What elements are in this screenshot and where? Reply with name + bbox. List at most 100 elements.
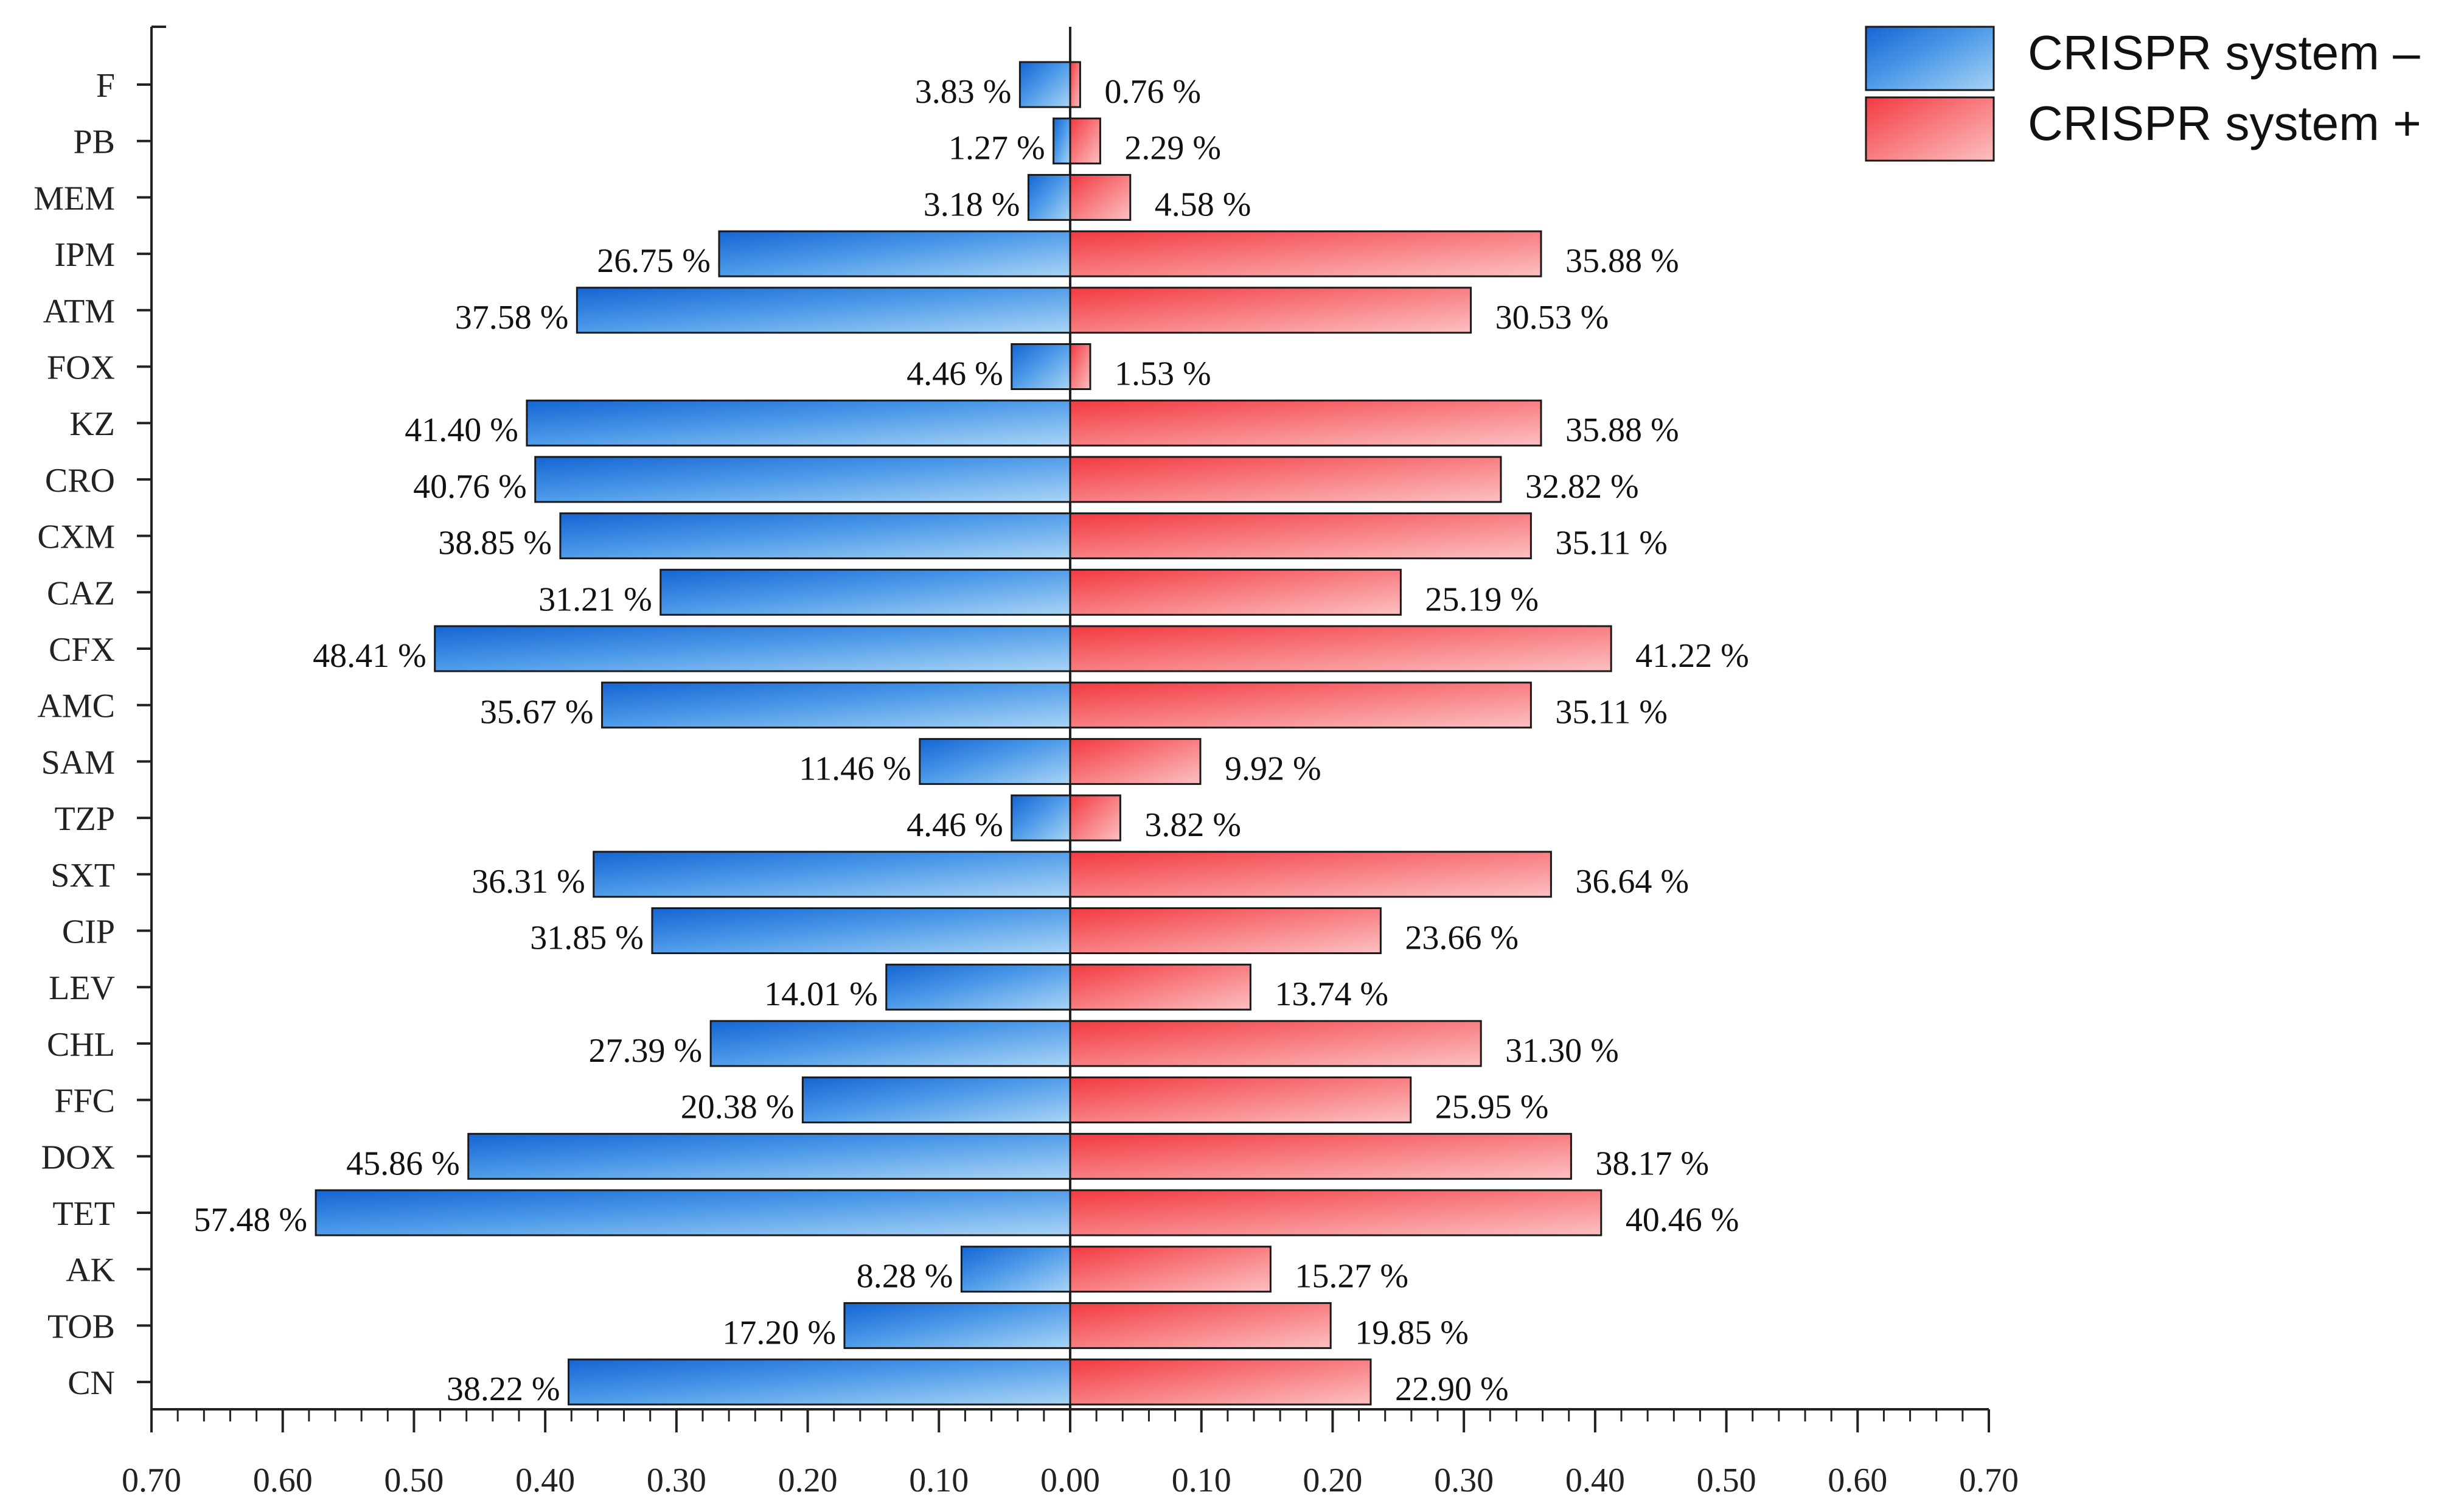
data-label-crispr-plus: 19.85 %: [1355, 1314, 1469, 1351]
category-label: AK: [66, 1252, 115, 1289]
data-label-crispr-plus: 1.53 %: [1115, 355, 1211, 393]
bar-crispr-plus: [1069, 61, 1081, 108]
bar-crispr-minus: [601, 682, 1071, 729]
data-label-crispr-plus: 35.88 %: [1565, 411, 1679, 449]
category-label: CAZ: [47, 574, 115, 612]
data-label-crispr-plus: 41.22 %: [1635, 637, 1749, 675]
bar-crispr-minus: [1011, 794, 1071, 842]
bar-crispr-minus: [919, 738, 1071, 785]
category-label: AMC: [37, 688, 115, 725]
bar-crispr-plus: [1069, 682, 1532, 729]
category-label: F: [96, 67, 115, 105]
data-label-crispr-plus: 40.46 %: [1626, 1201, 1739, 1239]
data-label-crispr-plus: 4.58 %: [1155, 186, 1251, 223]
category-label: TZP: [54, 800, 115, 838]
data-label-crispr-minus: 3.83 %: [915, 73, 1012, 111]
bar-crispr-minus: [467, 1132, 1071, 1180]
category-label: DOX: [41, 1139, 115, 1176]
bar-crispr-minus: [960, 1246, 1071, 1293]
data-label-crispr-plus: 36.64 %: [1575, 863, 1689, 901]
bar-crispr-minus: [885, 963, 1071, 1011]
bar-crispr-minus: [315, 1189, 1071, 1236]
x-tick-label: 0.70: [1959, 1462, 2019, 1499]
category-label: CIP: [62, 913, 115, 951]
bar-crispr-plus: [1069, 963, 1251, 1011]
bar-crispr-minus: [576, 287, 1071, 334]
x-tick-label: 0.30: [647, 1462, 706, 1499]
x-tick-label: 0.60: [1828, 1462, 1887, 1499]
category-label: SXT: [50, 857, 115, 894]
data-label-crispr-plus: 22.90 %: [1395, 1370, 1509, 1408]
data-label-crispr-minus: 1.27 %: [948, 130, 1045, 167]
data-label-crispr-plus: 23.66 %: [1405, 919, 1519, 957]
bar-crispr-plus: [1069, 738, 1202, 785]
category-label: ATM: [43, 293, 115, 330]
category-label: CFX: [49, 631, 115, 669]
bar-crispr-plus: [1069, 512, 1532, 560]
data-label-crispr-minus: 31.85 %: [530, 919, 644, 957]
bar-crispr-minus: [718, 230, 1071, 277]
x-tick-label: 0.30: [1434, 1462, 1494, 1499]
bar-crispr-minus: [434, 625, 1071, 672]
legend-label-crispr-plus: CRISPR system +: [2028, 96, 2421, 150]
category-label: LEV: [49, 969, 115, 1007]
data-label-crispr-plus: 9.92 %: [1225, 750, 1321, 787]
x-tick-label: 0.10: [1172, 1462, 1231, 1499]
category-label: TET: [52, 1195, 115, 1233]
bar-crispr-plus: [1069, 287, 1472, 334]
data-label-crispr-minus: 20.38 %: [681, 1089, 795, 1126]
data-label-crispr-plus: 3.82 %: [1144, 806, 1241, 844]
x-tick-label: 0.40: [1565, 1462, 1625, 1499]
data-label-crispr-minus: 3.18 %: [924, 186, 1020, 223]
data-label-crispr-plus: 0.76 %: [1104, 73, 1201, 111]
data-label-crispr-plus: 35.88 %: [1565, 242, 1679, 280]
category-label: IPM: [54, 236, 115, 274]
data-label-crispr-minus: 57.48 %: [193, 1201, 307, 1239]
x-tick-label: 0.60: [253, 1462, 313, 1499]
bar-crispr-minus: [660, 568, 1071, 616]
data-label-crispr-plus: 25.19 %: [1425, 581, 1539, 618]
data-label-crispr-plus: 35.11 %: [1555, 694, 1668, 731]
data-label-crispr-plus: 2.29 %: [1124, 130, 1221, 167]
bar-crispr-plus: [1069, 851, 1552, 898]
category-label: SAM: [41, 744, 115, 781]
bar-crispr-plus: [1069, 1076, 1412, 1124]
x-tick-label: 0.10: [909, 1462, 969, 1499]
bar-crispr-minus: [1011, 343, 1071, 390]
x-tick-label: 0.20: [778, 1462, 838, 1499]
bar-crispr-plus: [1069, 1246, 1272, 1293]
category-label: CRO: [45, 462, 115, 500]
bar-crispr-plus: [1069, 230, 1542, 277]
bar-crispr-plus: [1069, 1132, 1572, 1180]
bar-crispr-plus: [1069, 1020, 1482, 1067]
data-label-crispr-minus: 36.31 %: [472, 863, 585, 901]
data-label-crispr-minus: 48.41 %: [313, 637, 426, 675]
data-label-crispr-minus: 41.40 %: [405, 411, 518, 449]
data-label-crispr-minus: 14.01 %: [764, 975, 878, 1013]
data-label-crispr-minus: 38.22 %: [447, 1370, 560, 1408]
category-label: FOX: [47, 349, 115, 387]
legend-swatch-crispr-plus: [1865, 96, 1995, 162]
bar-crispr-minus: [526, 399, 1071, 447]
legend: CRISPR system – CRISPR system +: [1865, 26, 2421, 162]
legend-swatch-crispr-minus: [1865, 26, 1995, 91]
bar-crispr-plus: [1069, 625, 1612, 672]
bar-crispr-plus: [1069, 794, 1121, 842]
data-label-crispr-plus: 35.11 %: [1555, 525, 1668, 562]
data-label-crispr-minus: 17.20 %: [722, 1314, 836, 1351]
x-tick-label: 0.20: [1303, 1462, 1362, 1499]
data-label-crispr-plus: 30.53 %: [1495, 299, 1609, 337]
category-label: FFC: [54, 1083, 115, 1120]
legend-label-crispr-minus: CRISPR system –: [2028, 26, 2420, 80]
ticks: [137, 26, 1990, 1432]
data-label-crispr-minus: 38.85 %: [438, 525, 552, 562]
category-label: PB: [74, 124, 116, 161]
data-label-crispr-minus: 4.46 %: [907, 806, 1003, 844]
data-label-crispr-minus: 37.58 %: [455, 299, 569, 337]
data-label-crispr-plus: 31.30 %: [1505, 1032, 1619, 1070]
labels: F 3.83 % 0.76 % PB 1.27 % 2.29 % MEM 3.18 % 4.58…: [33, 67, 2019, 1499]
data-label-crispr-minus: 35.67 %: [480, 694, 594, 731]
category-label: CHL: [47, 1026, 115, 1064]
data-label-crispr-plus: 13.74 %: [1275, 975, 1388, 1013]
